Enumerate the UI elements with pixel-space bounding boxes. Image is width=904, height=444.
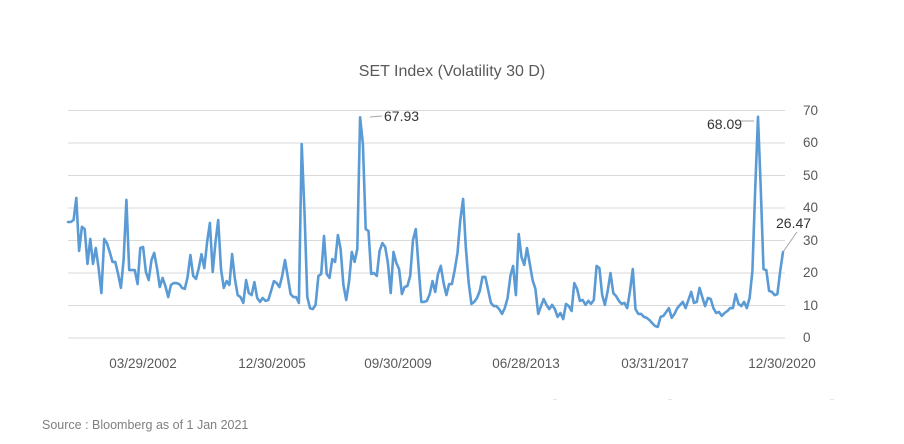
- annotation-leader-lines: [369, 115, 798, 253]
- chart-title: SET Index (Volatility 30 D): [358, 63, 546, 80]
- source-note: Source : Bloomberg as of 1 Jan 2021: [42, 418, 249, 432]
- y-tick-label: 20: [803, 265, 819, 280]
- y-tick-label: 0: [803, 330, 811, 345]
- faint-mark: [553, 399, 557, 400]
- leader-line: [782, 231, 798, 253]
- annotation-last-value: 26.47: [776, 215, 812, 231]
- x-tick-label: 09/30/2009: [364, 356, 432, 371]
- y-tick-label: 70: [803, 102, 819, 118]
- volatility-line: [66, 115, 785, 329]
- y-tick-label: 40: [803, 200, 819, 215]
- y-tick-label: 30: [803, 232, 819, 248]
- x-tick-label: 06/28/2013: [492, 356, 560, 371]
- annotation-peak-2020: 68.09: [707, 116, 743, 132]
- y-tick-label: 50: [803, 167, 819, 183]
- leader-line: [369, 115, 383, 118]
- x-tick-label: 03/31/2017: [621, 356, 689, 371]
- y-tick-label: 60: [803, 135, 819, 150]
- faint-mark: [830, 399, 834, 400]
- x-tick-label: 12/30/2005: [238, 356, 306, 371]
- faint-tick-marks: [553, 399, 834, 400]
- annotation-peak-2008: 67.93: [384, 108, 420, 124]
- x-tick-label: 03/29/2002: [109, 356, 177, 371]
- faint-mark: [668, 399, 672, 400]
- x-tick-label: 12/30/2020: [748, 356, 816, 371]
- gridlines: [68, 110, 785, 339]
- y-tick-label: 10: [803, 297, 819, 313]
